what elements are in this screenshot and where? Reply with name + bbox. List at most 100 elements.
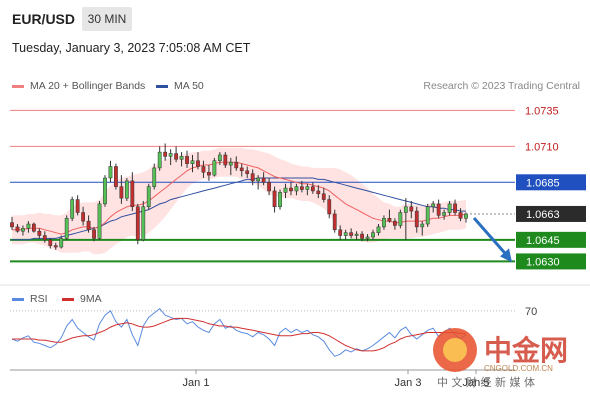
candle-body <box>26 223 31 229</box>
candle-body <box>92 229 96 239</box>
candle-body <box>414 210 419 228</box>
candle <box>289 182 293 196</box>
level-label-2: 1.0685 <box>526 177 560 189</box>
candle <box>365 234 370 242</box>
level-label-4: 1.0645 <box>526 235 560 247</box>
candle-body <box>59 238 64 248</box>
level-label-0: 1.0735 <box>525 105 559 117</box>
candle <box>343 229 348 240</box>
candle-body <box>289 187 293 192</box>
candle-body <box>425 206 430 225</box>
candle-body <box>146 186 151 208</box>
candle <box>294 183 299 196</box>
candle-body <box>393 220 397 226</box>
ma50-label: MA 50 <box>174 80 204 92</box>
candle <box>119 175 124 204</box>
candle-body <box>196 160 200 167</box>
ma50-swatch <box>156 84 168 88</box>
candle-body <box>338 229 343 236</box>
watermark-inner <box>443 338 467 362</box>
candle-body <box>365 236 370 239</box>
legend-ma50: MA 50 <box>156 80 204 92</box>
candle-body <box>174 153 178 160</box>
rsi-swatch <box>12 297 24 301</box>
candle-body <box>431 203 436 208</box>
candle <box>316 185 321 199</box>
candle-body <box>458 212 463 219</box>
candle-body <box>343 232 348 236</box>
candle <box>59 235 64 249</box>
watermark-brand: 中金网 <box>484 334 568 367</box>
legend-rsi-ma: 9MA <box>62 293 102 305</box>
candle <box>409 201 414 219</box>
candle-body <box>179 156 184 160</box>
rsi-ma-line <box>12 317 466 352</box>
candle-body <box>453 203 457 213</box>
candle-body <box>256 177 261 182</box>
candle <box>278 189 282 210</box>
candle-body <box>223 154 228 166</box>
legend-ma20: MA 20 + Bollinger Bands <box>12 80 145 92</box>
candle-body <box>403 206 408 213</box>
candle <box>228 157 233 176</box>
candle <box>354 231 359 240</box>
candle <box>21 225 25 236</box>
candle-body <box>300 186 304 190</box>
candle <box>10 216 14 230</box>
candle <box>321 188 326 203</box>
projection-arrow <box>472 216 508 256</box>
rsi-label: RSI <box>30 293 48 305</box>
candle <box>114 163 118 190</box>
candle <box>464 212 468 223</box>
candle-body <box>278 192 282 208</box>
candle-body <box>207 171 211 176</box>
candle <box>190 154 195 173</box>
candle-body <box>97 203 102 239</box>
candle <box>403 198 408 240</box>
candle <box>75 195 80 216</box>
candle-body <box>15 226 20 232</box>
watermark-domain: CNGOLD.COM.CN <box>484 364 553 373</box>
candle <box>37 228 42 239</box>
candle-body <box>332 213 337 231</box>
level-tag-2 <box>516 174 586 191</box>
x-tick-label-1: Jan 3 <box>395 377 422 389</box>
candle-body <box>185 156 189 164</box>
candle-body <box>387 218 392 222</box>
candle <box>387 209 392 223</box>
candle-body <box>48 239 53 246</box>
candle <box>130 172 135 212</box>
rsi-ma-label: 9MA <box>80 293 102 305</box>
candle <box>272 186 277 213</box>
candle-body <box>64 218 69 239</box>
candle <box>393 218 397 230</box>
interval-badge[interactable]: 30 MIN <box>82 7 132 31</box>
projection-arrowhead <box>500 248 512 263</box>
candle-body <box>124 180 129 199</box>
candle <box>179 152 184 167</box>
candle-body <box>420 223 425 228</box>
candle <box>360 231 364 242</box>
candle <box>250 169 255 186</box>
symbol-title: EUR/USD <box>12 11 76 27</box>
candle <box>349 228 354 239</box>
candle-body <box>382 218 386 228</box>
candle-body <box>442 212 447 216</box>
candle <box>310 182 315 194</box>
level-label-3: 1.0663 <box>526 209 560 221</box>
candle <box>48 238 53 249</box>
candle <box>31 222 36 233</box>
header: EUR/USD 30 MIN <box>0 0 590 36</box>
candle <box>212 157 217 177</box>
candle-body <box>42 235 47 241</box>
candle <box>53 242 58 250</box>
candle-body <box>163 151 168 157</box>
candle <box>414 206 419 233</box>
candle <box>141 201 146 242</box>
candle <box>108 160 113 183</box>
candle-body <box>371 232 375 238</box>
candle <box>447 201 452 216</box>
candle-body <box>141 206 146 241</box>
candle <box>217 152 222 166</box>
candle <box>86 215 91 233</box>
